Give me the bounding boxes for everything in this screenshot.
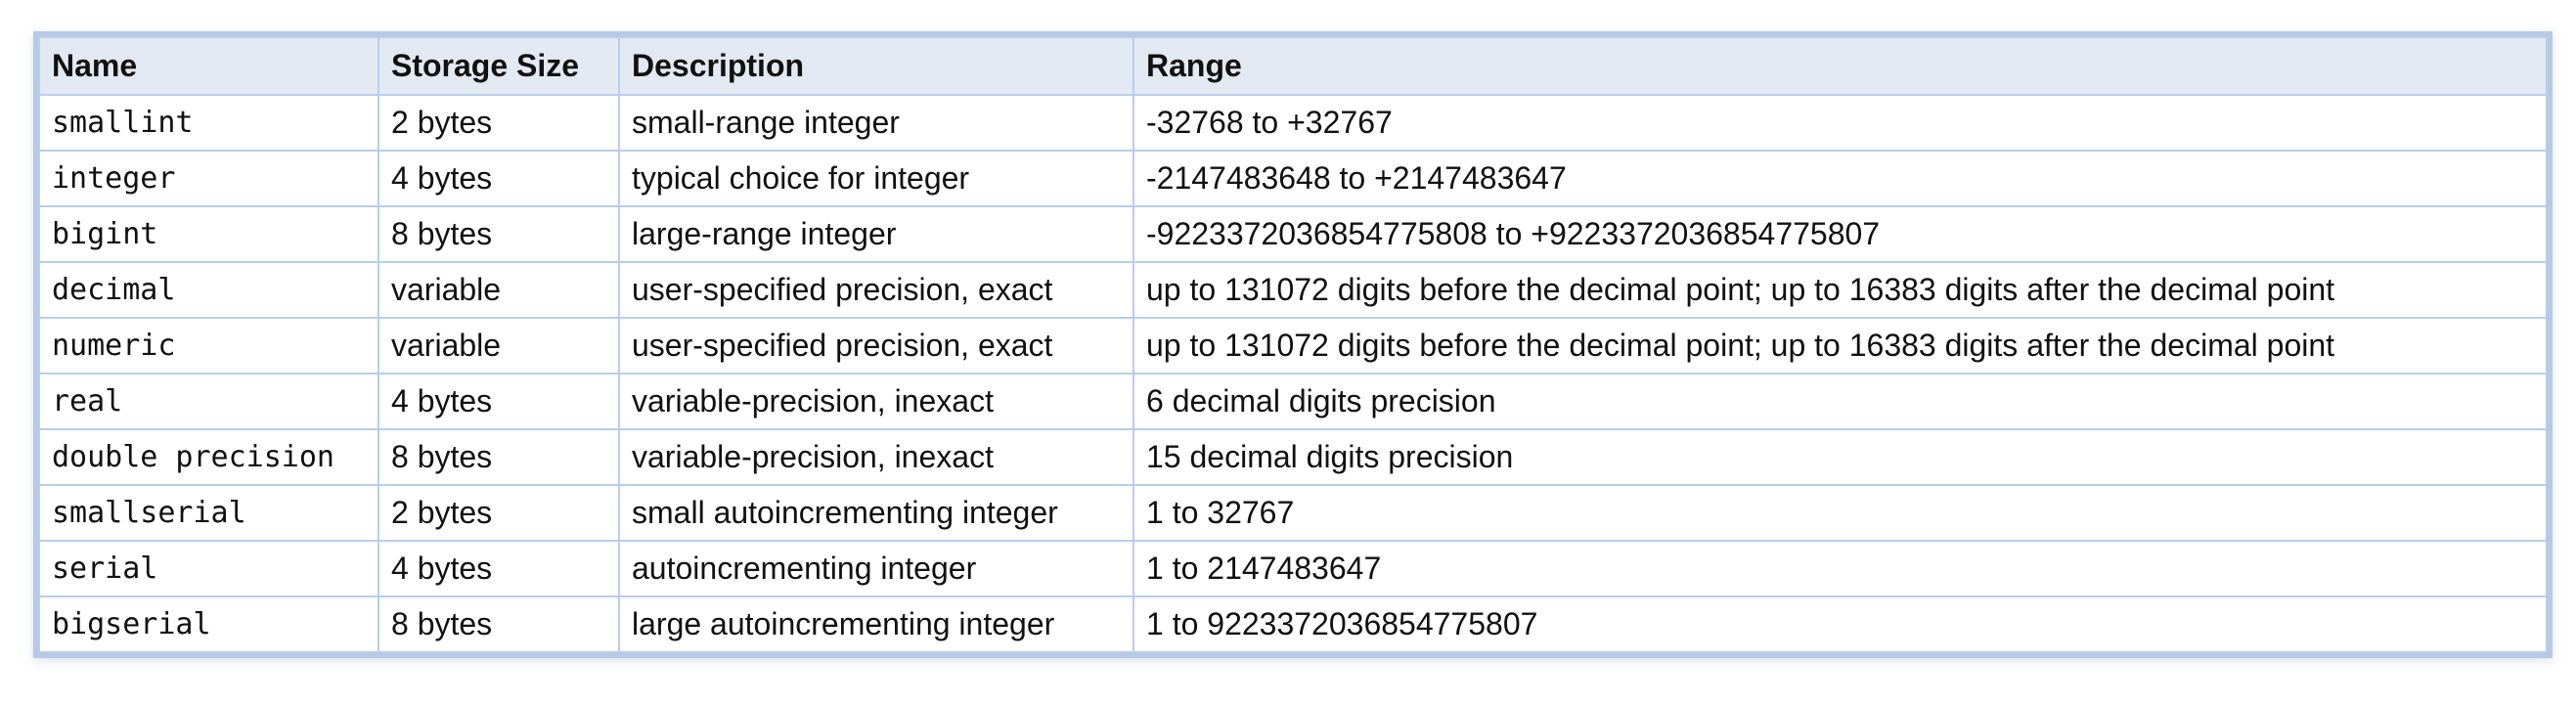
table-header: Name Storage Size Description Range: [38, 36, 2548, 96]
cell-storage-size: 4 bytes: [378, 150, 620, 207]
numeric-types-table-frame: Name Storage Size Description Range smal…: [33, 31, 2553, 658]
cell-storage-size: 8 bytes: [378, 428, 620, 486]
cell-storage-size: 4 bytes: [378, 540, 620, 597]
cell-description: small autoincrementing integer: [618, 484, 1134, 542]
cell-name: integer: [38, 150, 379, 207]
cell-storage-size: 2 bytes: [378, 94, 620, 152]
cell-range: -9223372036854775808 to +922337203685477…: [1133, 205, 2548, 263]
cell-range: up to 131072 digits before the decimal p…: [1133, 261, 2548, 319]
cell-range: 1 to 9223372036854775807: [1133, 596, 2548, 653]
header-range: Range: [1133, 36, 2548, 96]
numeric-types-table: Name Storage Size Description Range smal…: [38, 36, 2548, 653]
cell-name: bigserial: [38, 596, 379, 653]
table-row: bigint 8 bytes large-range integer -9223…: [38, 205, 2548, 263]
cell-range: 15 decimal digits precision: [1133, 428, 2548, 486]
cell-name: smallint: [38, 94, 379, 152]
cell-storage-size: 8 bytes: [378, 205, 620, 263]
cell-storage-size: 4 bytes: [378, 373, 620, 430]
cell-name: decimal: [38, 261, 379, 319]
cell-range: 6 decimal digits precision: [1133, 373, 2548, 430]
table-row: smallint 2 bytes small-range integer -32…: [38, 94, 2548, 152]
table-row: bigserial 8 bytes large autoincrementing…: [38, 596, 2548, 653]
cell-range: up to 131072 digits before the decimal p…: [1133, 317, 2548, 375]
cell-name: bigint: [38, 205, 379, 263]
table-row: double precision 8 bytes variable-precis…: [38, 428, 2548, 486]
table-row: smallserial 2 bytes small autoincrementi…: [38, 484, 2548, 542]
cell-name: numeric: [38, 317, 379, 375]
cell-description: autoincrementing integer: [618, 540, 1134, 597]
table-row: integer 4 bytes typical choice for integ…: [38, 150, 2548, 207]
table-body: smallint 2 bytes small-range integer -32…: [38, 94, 2548, 653]
cell-description: large-range integer: [618, 205, 1134, 263]
cell-storage-size: variable: [378, 317, 620, 375]
cell-range: 1 to 2147483647: [1133, 540, 2548, 597]
cell-name: serial: [38, 540, 379, 597]
cell-storage-size: 8 bytes: [378, 596, 620, 653]
cell-description: typical choice for integer: [618, 150, 1134, 207]
table-row: real 4 bytes variable-precision, inexact…: [38, 373, 2548, 430]
cell-description: small-range integer: [618, 94, 1134, 152]
table-row: serial 4 bytes autoincrementing integer …: [38, 540, 2548, 597]
cell-description: variable-precision, inexact: [618, 428, 1134, 486]
cell-name: real: [38, 373, 379, 430]
table-row: numeric variable user-specified precisio…: [38, 317, 2548, 375]
cell-range: 1 to 32767: [1133, 484, 2548, 542]
cell-range: -32768 to +32767: [1133, 94, 2548, 152]
cell-description: user-specified precision, exact: [618, 317, 1134, 375]
cell-description: variable-precision, inexact: [618, 373, 1134, 430]
header-storage-size: Storage Size: [378, 36, 620, 96]
header-description: Description: [618, 36, 1134, 96]
header-name: Name: [38, 36, 379, 96]
header-row: Name Storage Size Description Range: [38, 36, 2548, 96]
cell-description: large autoincrementing integer: [618, 596, 1134, 653]
table-row: decimal variable user-specified precisio…: [38, 261, 2548, 319]
cell-name: double precision: [38, 428, 379, 486]
cell-storage-size: variable: [378, 261, 620, 319]
cell-storage-size: 2 bytes: [378, 484, 620, 542]
cell-range: -2147483648 to +2147483647: [1133, 150, 2548, 207]
cell-name: smallserial: [38, 484, 379, 542]
cell-description: user-specified precision, exact: [618, 261, 1134, 319]
